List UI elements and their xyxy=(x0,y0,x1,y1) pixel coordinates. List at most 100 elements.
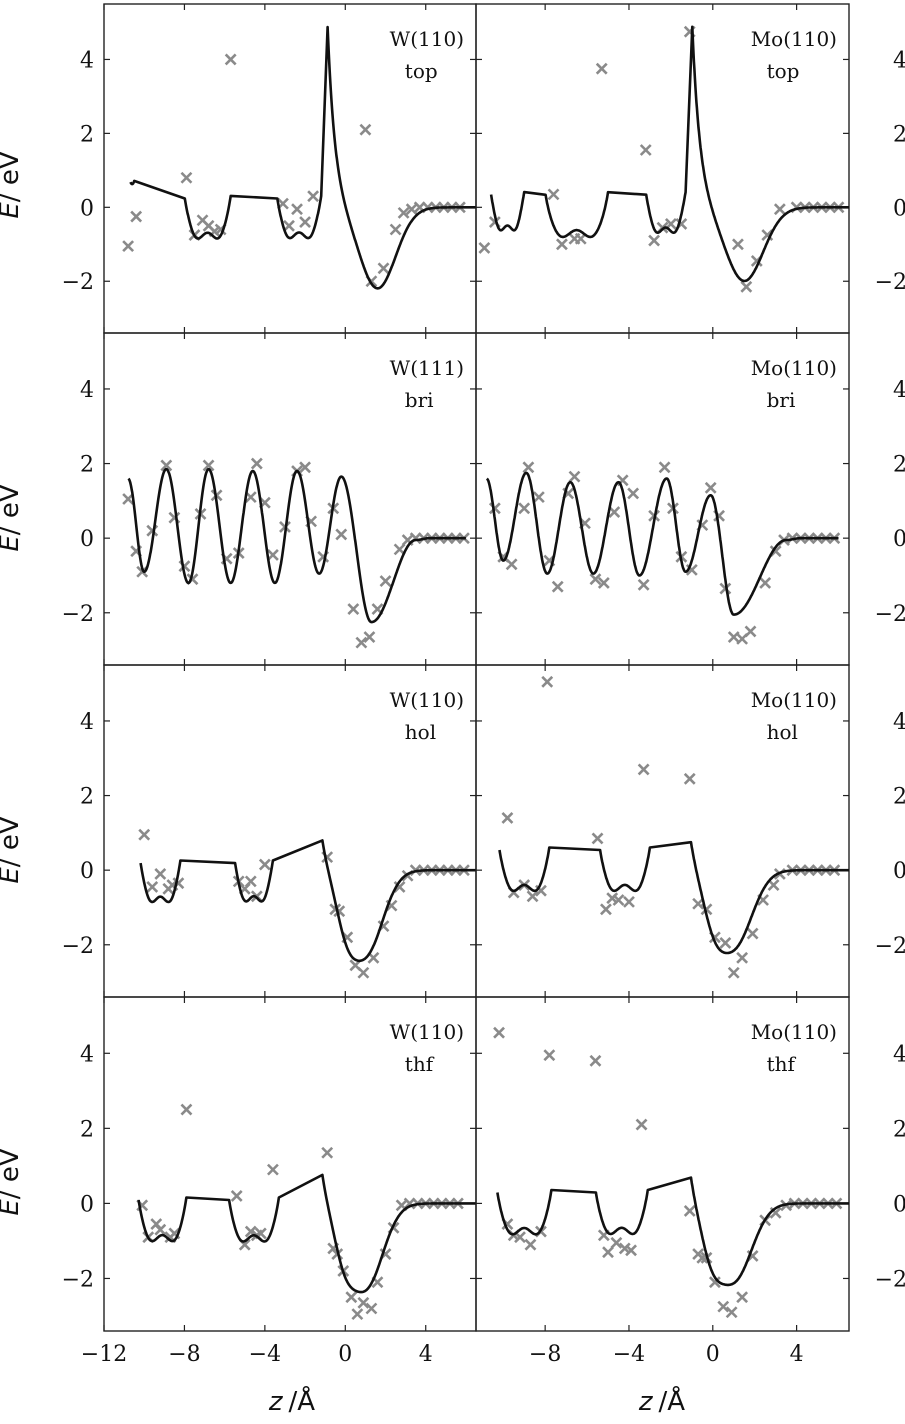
y-axis-label-row-3: E/ eV xyxy=(0,816,25,883)
data-point-stroke xyxy=(180,1103,193,1116)
data-point xyxy=(532,491,545,504)
data-point xyxy=(397,206,410,219)
data-point xyxy=(478,242,491,254)
data-point-stroke xyxy=(367,951,380,964)
data-point-stroke xyxy=(501,812,514,824)
data-point xyxy=(736,951,749,964)
panel-label-site: bri xyxy=(405,388,434,412)
data-point-stroke xyxy=(250,457,263,470)
data-point-stroke xyxy=(683,1204,696,1217)
data-point xyxy=(597,577,610,589)
data-point xyxy=(160,459,173,472)
fit-curve xyxy=(496,1176,849,1287)
data-point xyxy=(359,123,372,136)
data-point-stroke xyxy=(244,875,257,888)
data-point-stroke xyxy=(625,1244,637,1257)
data-point xyxy=(146,881,159,893)
y-tick-label: 0 xyxy=(893,1192,905,1217)
data-point-stroke xyxy=(379,575,392,587)
y-tick-label: 4 xyxy=(893,48,905,73)
data-point xyxy=(488,502,501,515)
data-point-stroke xyxy=(178,560,191,573)
x-tick-label: −8 xyxy=(168,1342,200,1367)
x-axis-label-left: z/Å xyxy=(268,1385,315,1417)
data-point-stroke xyxy=(769,1206,782,1219)
data-point xyxy=(389,223,402,236)
data-point xyxy=(589,1054,602,1067)
data-point-stroke xyxy=(692,897,705,910)
data-point-stroke xyxy=(397,206,410,219)
data-point-stroke xyxy=(371,603,384,615)
data-point xyxy=(608,506,621,518)
data-point xyxy=(759,577,772,589)
data-point-stroke xyxy=(395,1199,408,1212)
data-point xyxy=(639,144,652,156)
x-tick-label: 4 xyxy=(419,1342,433,1367)
x-tick-label: 0 xyxy=(338,1342,352,1367)
data-point-stroke xyxy=(597,577,610,589)
y-tick-label: 2 xyxy=(80,1117,94,1142)
y-tick-label: −2 xyxy=(62,1267,94,1292)
data-point-stroke xyxy=(746,927,759,940)
data-point xyxy=(250,457,263,470)
data-point-stroke xyxy=(355,636,368,649)
data-point-stroke xyxy=(757,894,770,906)
data-point-stroke xyxy=(759,577,772,589)
data-point-stroke xyxy=(535,884,547,897)
data-point-stroke xyxy=(648,234,661,247)
data-point xyxy=(658,461,671,474)
data-point-stroke xyxy=(744,625,757,638)
chart-panel-4: −2 0 2 4 Mo(110) bri xyxy=(475,332,905,666)
data-point xyxy=(379,575,392,587)
data-point xyxy=(307,190,320,203)
data-point xyxy=(355,636,368,649)
data-point-stroke xyxy=(522,461,535,474)
data-point-stroke xyxy=(727,966,740,979)
scatter-series xyxy=(122,53,466,288)
data-point-stroke xyxy=(130,210,143,223)
data-point-stroke xyxy=(618,1242,631,1255)
fit-curve xyxy=(129,25,476,290)
data-point-stroke xyxy=(761,229,774,241)
y-tick-label: 4 xyxy=(80,710,94,735)
data-point xyxy=(266,549,279,561)
panel-label-surface: W(110) xyxy=(390,27,464,51)
chart-panel-8: −2 0 2 4 −8 −4 0 4 Mo(110) thf xyxy=(475,996,905,1367)
data-point xyxy=(493,1026,505,1039)
panel-label-site: hol xyxy=(767,720,798,744)
data-point-stroke xyxy=(230,1189,243,1202)
data-point-stroke xyxy=(291,203,303,216)
plot-frame xyxy=(103,996,477,1332)
data-point xyxy=(727,631,740,643)
data-point-stroke xyxy=(713,509,725,522)
data-point xyxy=(283,219,295,232)
data-point xyxy=(704,481,717,494)
data-point xyxy=(230,1189,243,1202)
data-point xyxy=(122,240,135,253)
y-tick-label: −2 xyxy=(875,1267,905,1292)
data-point xyxy=(505,558,518,571)
panel-label-surface: Mo(110) xyxy=(751,1020,837,1044)
y-tick-label: 0 xyxy=(80,527,94,552)
data-point xyxy=(393,881,406,893)
data-point xyxy=(180,171,193,184)
data-point xyxy=(547,188,560,201)
data-point-stroke xyxy=(493,1026,505,1039)
data-point-stroke xyxy=(532,491,545,504)
data-point-stroke xyxy=(639,144,652,156)
scatter-series xyxy=(122,457,470,649)
data-point xyxy=(138,828,151,841)
fit-curve xyxy=(489,25,849,283)
data-point xyxy=(541,675,554,688)
data-point-stroke xyxy=(154,1223,167,1236)
data-point-stroke xyxy=(708,1276,721,1289)
data-point xyxy=(625,1244,637,1257)
data-point-stroke xyxy=(244,491,257,504)
data-point xyxy=(321,1146,334,1159)
data-point-stroke xyxy=(238,1238,251,1251)
x-tick-label: 4 xyxy=(790,1342,804,1367)
data-point xyxy=(612,894,625,906)
data-point xyxy=(363,631,376,643)
y-axis-label-row-4: E/ eV xyxy=(0,1148,25,1215)
